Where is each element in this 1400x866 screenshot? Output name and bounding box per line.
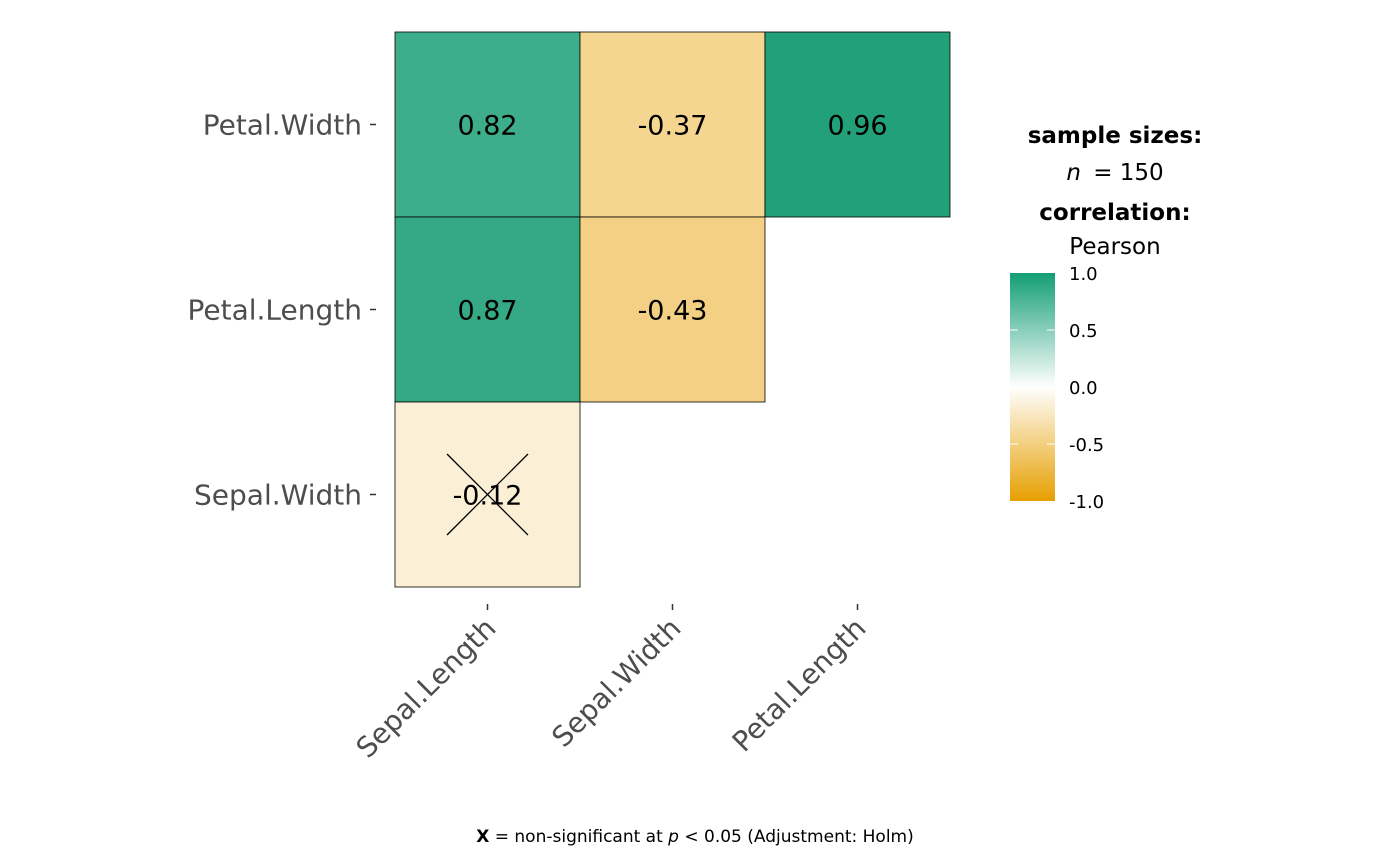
- cell-label: -0.37: [638, 111, 708, 142]
- heatmap-cell: [394, 31, 581, 218]
- legend-sample-size: n = 150: [1066, 160, 1163, 186]
- x-axis: Sepal.Length Sepal.Width Petal.Length: [350, 604, 873, 765]
- heatmap-cell: [764, 31, 951, 218]
- heatmap-cell: [394, 216, 581, 403]
- y-tick-label: Petal.Length: [187, 294, 362, 327]
- n-value: = 150: [1093, 160, 1163, 186]
- cell-label: 0.96: [827, 111, 887, 142]
- heatmap-cells: 0.82 -0.37 0.96 0.87 -0.43 -0.12: [394, 31, 951, 588]
- cell-label: 0.82: [457, 111, 517, 142]
- legend: sample sizes: n = 150 correlation: Pears…: [1010, 123, 1202, 513]
- cell-label: 0.87: [457, 296, 517, 327]
- y-tick-label: Sepal.Width: [194, 479, 362, 512]
- non-significant-mark: [446, 453, 529, 536]
- y-tick-label: Petal.Width: [203, 109, 362, 142]
- legend-tick-label: -0.5: [1069, 435, 1104, 456]
- x-tick-label: Sepal.Length: [350, 612, 503, 765]
- legend-tick-label: 0.5: [1069, 321, 1098, 342]
- caption-mark: X: [476, 827, 489, 847]
- heatmap-cell: [579, 31, 766, 218]
- cell-label: -0.12: [453, 481, 523, 512]
- legend-tick-label: -1.0: [1069, 492, 1104, 513]
- n-symbol: n: [1066, 160, 1081, 186]
- legend-title-sample-sizes: sample sizes:: [1028, 123, 1203, 149]
- caption-p: p: [667, 827, 679, 847]
- heatmap-cell: [579, 216, 766, 403]
- legend-tick-label: 0.0: [1069, 378, 1098, 399]
- caption: X = non-significant at p < 0.05 (Adjustm…: [476, 827, 914, 847]
- legend-tick-label: 1.0: [1069, 264, 1098, 285]
- cell-label: -0.43: [638, 296, 708, 327]
- caption-text-2: < 0.05 (Adjustment: Holm): [679, 827, 914, 847]
- x-tick-label: Sepal.Width: [545, 612, 687, 754]
- legend-method: Pearson: [1069, 234, 1160, 260]
- y-axis: Sepal.Width Petal.Length Petal.Width: [187, 109, 376, 512]
- caption-text: = non-significant at: [489, 827, 668, 847]
- legend-title-correlation: correlation:: [1039, 200, 1190, 226]
- x-tick-label: Petal.Length: [726, 612, 873, 759]
